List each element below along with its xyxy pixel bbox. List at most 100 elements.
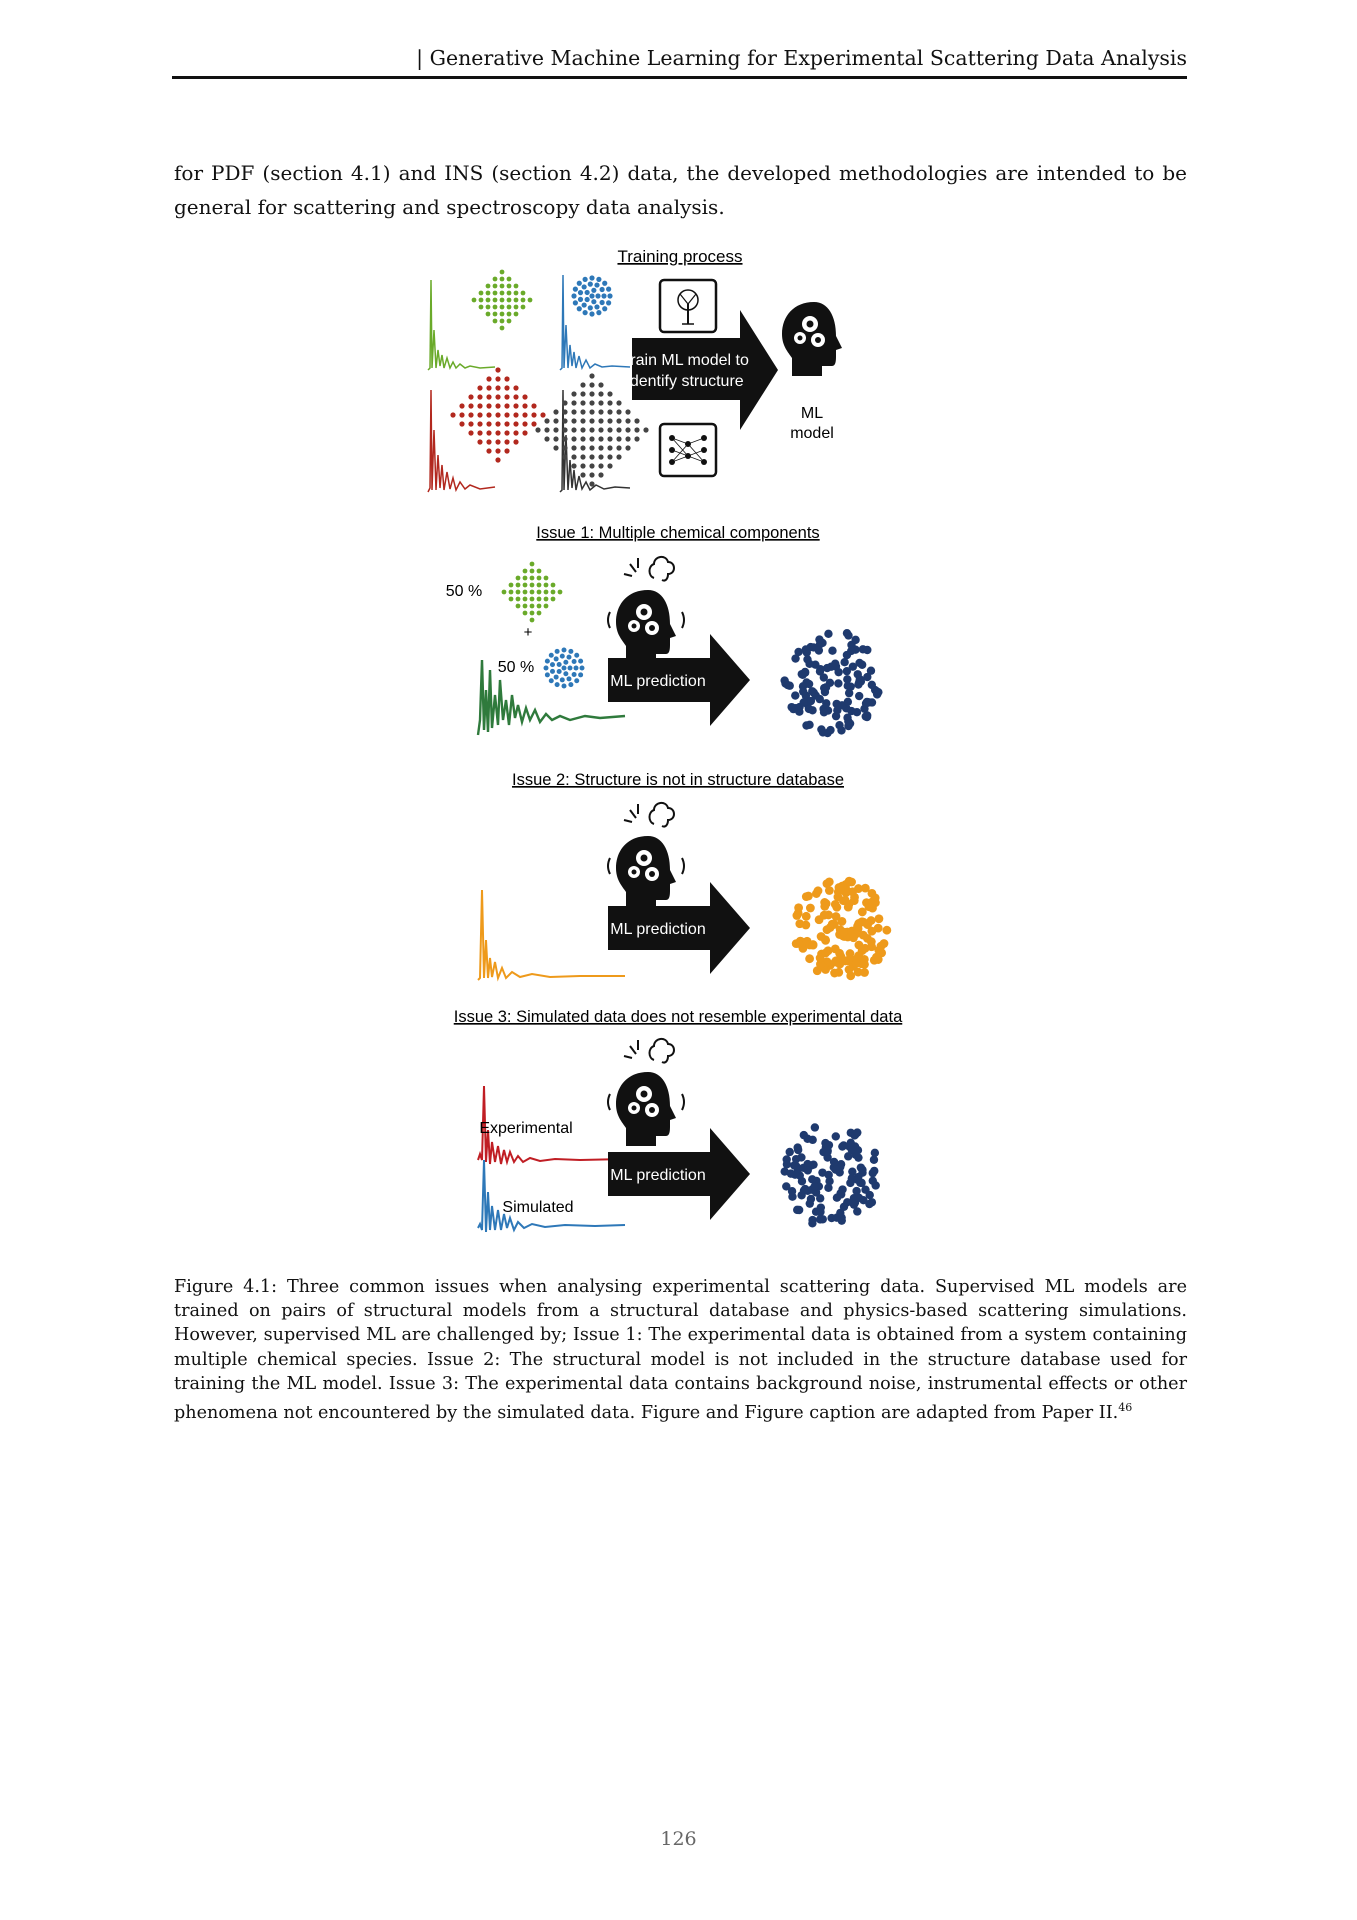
blue-structure: [571, 275, 613, 317]
atom: [506, 318, 512, 324]
atom: [471, 297, 477, 303]
atom: [589, 311, 595, 317]
atom: [477, 403, 483, 409]
atom: [486, 439, 492, 445]
atom: [571, 293, 577, 299]
atom: [791, 939, 801, 949]
atom: [607, 463, 613, 469]
atom: [508, 582, 514, 588]
atom: [853, 967, 863, 977]
atom: [562, 400, 568, 406]
atom: [513, 403, 519, 409]
atom: [849, 933, 858, 943]
atom: [499, 304, 505, 310]
atom: [606, 300, 612, 306]
atom: [578, 658, 584, 664]
atom: [486, 448, 492, 454]
atom: [485, 297, 491, 303]
atom: [598, 472, 604, 478]
atom: [468, 394, 474, 400]
atom: [492, 276, 498, 282]
atom: [837, 917, 847, 926]
atom: [594, 282, 600, 288]
atom: [536, 596, 542, 602]
atom: [544, 418, 550, 424]
atom: [536, 582, 542, 588]
atom: [574, 678, 580, 684]
atom: [559, 653, 565, 659]
atom: [580, 400, 586, 406]
atom: [595, 293, 601, 299]
atom: [499, 318, 505, 324]
atom: [634, 436, 640, 442]
atom: [504, 403, 510, 409]
atom: [574, 652, 580, 658]
issue3-confused-head-icon: [607, 1038, 685, 1146]
atom: [580, 472, 586, 478]
atom: [562, 454, 568, 460]
atom: [833, 706, 842, 715]
atom: [805, 720, 814, 729]
atom: [855, 674, 865, 684]
atom: [594, 304, 600, 310]
atom: [543, 582, 549, 588]
atom: [794, 647, 803, 657]
atom: [634, 427, 640, 433]
atom: [529, 582, 535, 588]
atom: [606, 286, 612, 292]
atom: [477, 430, 483, 436]
atom: [856, 1163, 866, 1172]
atom: [598, 418, 604, 424]
blue-spectrum: [559, 274, 631, 371]
atom: [821, 683, 831, 692]
atom: [859, 1195, 868, 1205]
atom: [801, 892, 811, 902]
atom: [553, 436, 559, 442]
atom: [839, 927, 849, 937]
atom: [553, 409, 559, 415]
atom: [568, 648, 574, 654]
atom: [536, 589, 542, 595]
atom: [536, 568, 542, 574]
atom: [513, 283, 519, 289]
atom: [602, 280, 608, 286]
atom: [625, 436, 631, 442]
atom: [580, 382, 586, 388]
atom: [506, 304, 512, 310]
issue1-mixed-spectrum: [476, 659, 626, 736]
figure-svg: Training process Train ML mode: [427, 247, 903, 1233]
atom: [598, 382, 604, 388]
atom: [799, 698, 808, 707]
atom: [566, 676, 572, 682]
atom: [506, 311, 512, 317]
atom: [543, 575, 549, 581]
atom: [589, 400, 595, 406]
atom: [601, 293, 607, 299]
running-header: | Generative Machine Learning for Experi…: [172, 44, 1187, 79]
atom: [840, 657, 849, 667]
atom: [581, 302, 587, 308]
atom: [486, 430, 492, 436]
atom: [616, 445, 622, 451]
issue1-title: Issue 1: Multiple chemical components: [536, 524, 819, 542]
atom: [495, 430, 501, 436]
atom: [844, 876, 854, 886]
atom: [589, 382, 595, 388]
atom: [522, 412, 528, 418]
atom: [869, 1155, 879, 1164]
atom: [808, 1215, 817, 1225]
atom: [543, 603, 549, 609]
atom: [865, 1190, 874, 1200]
atom: [860, 968, 869, 977]
atom: [831, 912, 841, 921]
atom: [582, 276, 588, 282]
atom: [607, 436, 613, 442]
atom: [816, 1203, 826, 1212]
atom: [486, 394, 492, 400]
atom: [553, 656, 559, 662]
green-structure: [471, 269, 533, 331]
atom: [478, 290, 484, 296]
atom: [513, 430, 519, 436]
atom: [867, 680, 877, 690]
issue2-predicted-structure: [791, 876, 892, 981]
